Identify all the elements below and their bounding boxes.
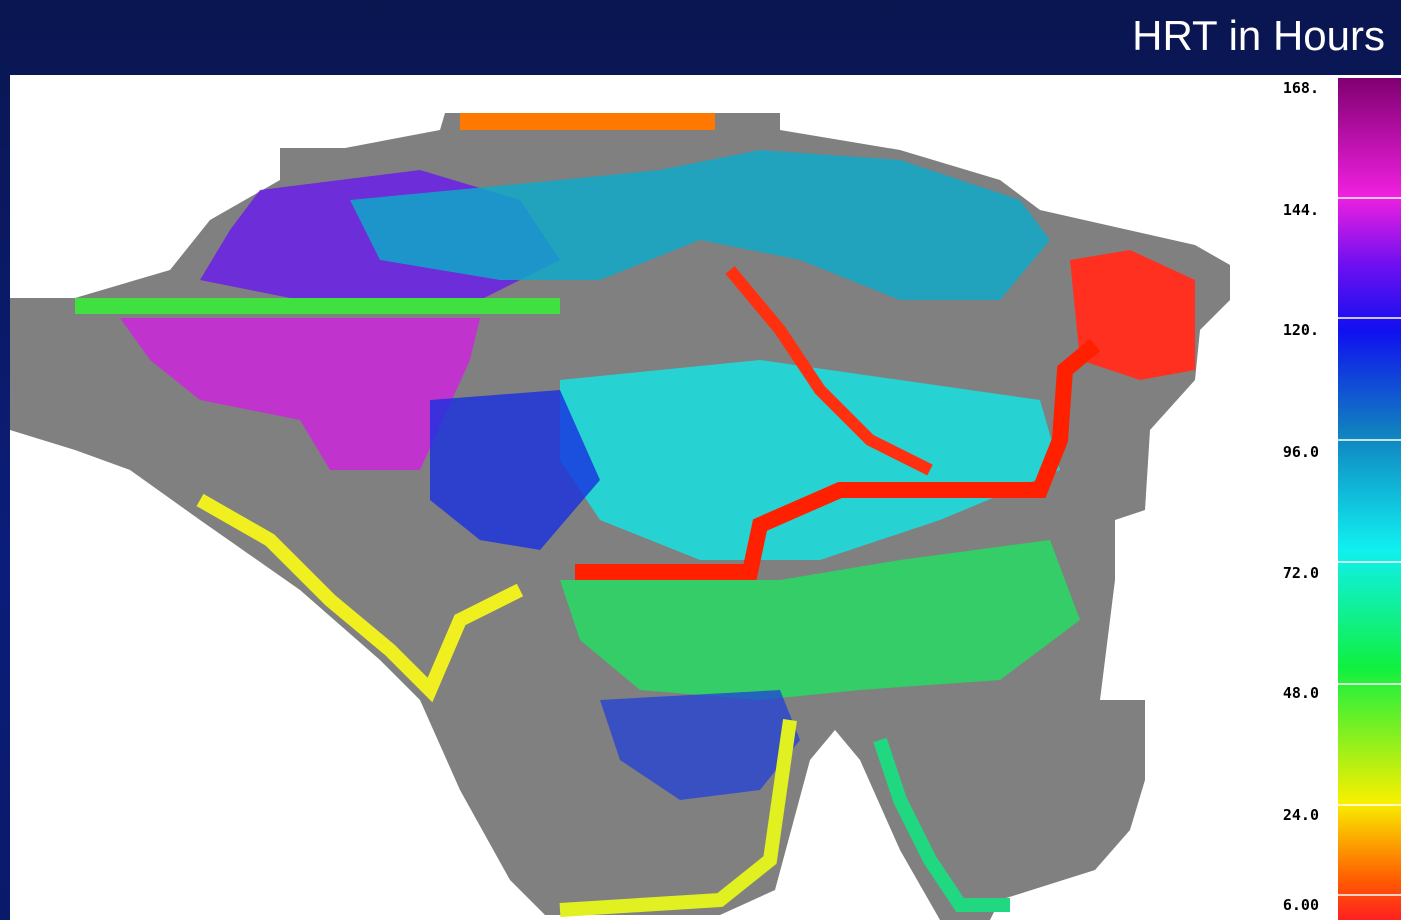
blue-zone <box>430 390 600 550</box>
band-separators <box>1338 197 1401 896</box>
legend-label: 48.0 <box>1282 684 1319 702</box>
color-bar <box>1338 78 1401 920</box>
slide-title: HRT in Hours <box>1132 12 1385 59</box>
green-edge <box>873 737 1010 912</box>
blue-zone-2 <box>600 690 800 800</box>
red-channel-2 <box>725 266 933 476</box>
legend-label: 6.00 <box>1282 896 1319 914</box>
map-panel: 168. 144. 120. 96.0 72.0 48.0 24.0 6.00 <box>10 75 1401 920</box>
red-channel <box>575 338 1101 580</box>
teal-zone <box>350 150 1050 300</box>
legend-label: 24.0 <box>1282 806 1319 824</box>
cyan-zone <box>560 360 1060 560</box>
legend-label: 72.0 <box>1282 564 1319 582</box>
legend-label: 168. <box>1282 79 1319 97</box>
legend-label: 144. <box>1282 201 1319 219</box>
yellow-edge-2 <box>559 719 797 917</box>
map-grid <box>10 113 1230 920</box>
legend-label: 96.0 <box>1282 443 1319 461</box>
magenta-zone <box>120 318 480 470</box>
hrt-map <box>10 113 1230 920</box>
hot-zone <box>1070 250 1195 380</box>
color-bar-graphic <box>1338 78 1401 920</box>
yellow-edge <box>196 493 524 703</box>
top-strip <box>460 113 715 130</box>
legend-label: 120. <box>1282 321 1319 339</box>
color-scale <box>1338 78 1401 920</box>
green-strip <box>75 298 560 314</box>
